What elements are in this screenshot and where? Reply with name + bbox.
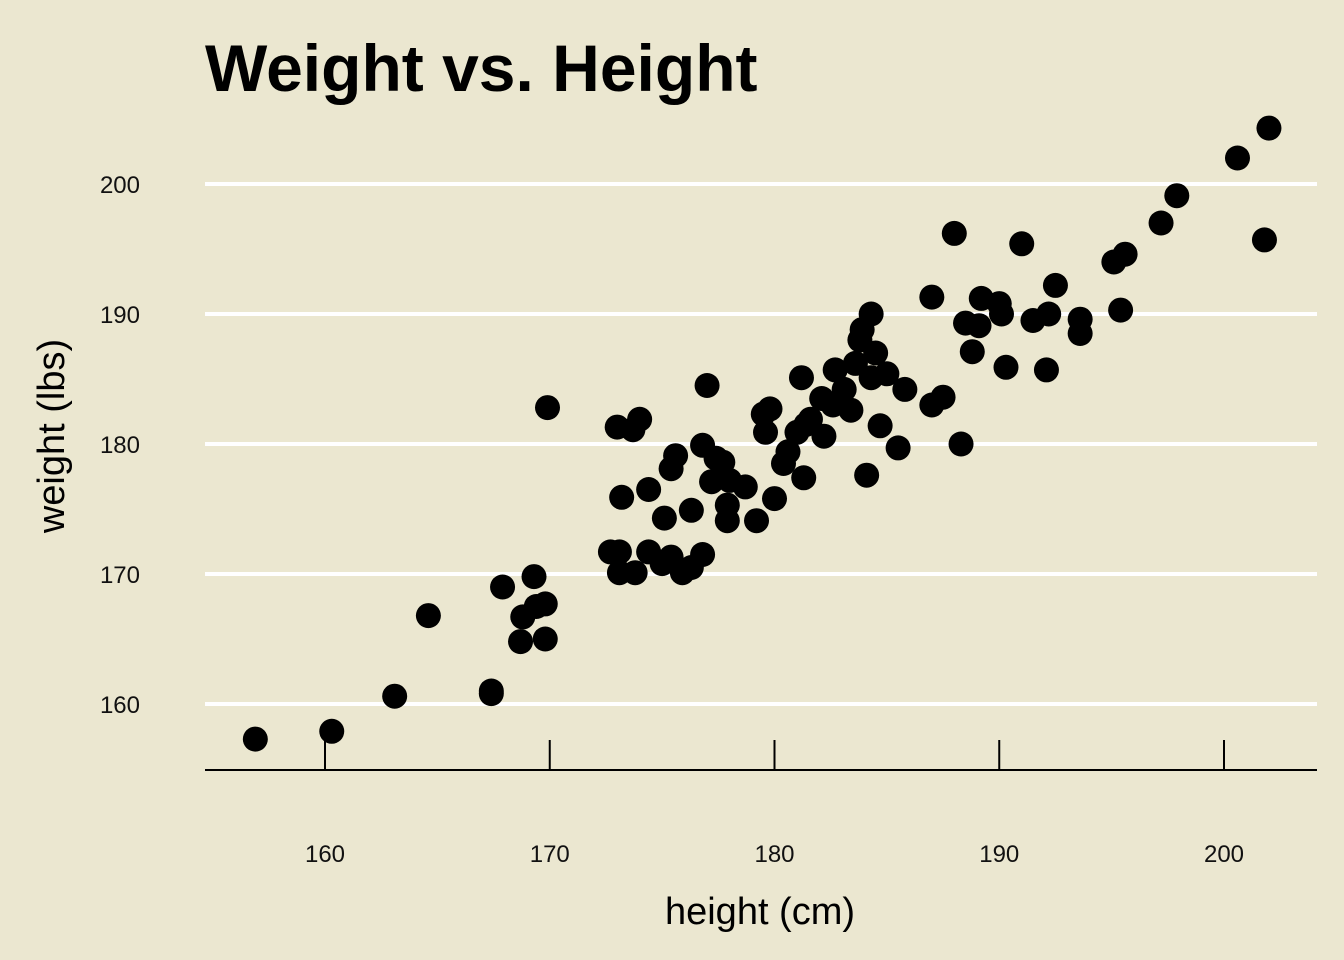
data-point: [1067, 321, 1093, 346]
data-point: [791, 465, 817, 491]
y-tick-label: 170: [100, 562, 140, 589]
data-point: [1251, 227, 1277, 253]
x-tick-label: 180: [754, 841, 794, 868]
x-tick-label: 200: [1204, 841, 1244, 868]
data-point: [1256, 115, 1282, 141]
data-point: [606, 539, 632, 565]
data-point: [993, 354, 1019, 380]
data-point: [797, 406, 823, 432]
data-point: [811, 423, 837, 449]
data-point: [863, 340, 889, 366]
y-axis-title: weight (lbs): [31, 339, 73, 534]
x-axis-title: height (cm): [665, 891, 855, 933]
data-point: [535, 395, 561, 421]
data-point: [831, 376, 857, 402]
data-point: [415, 603, 441, 629]
data-point: [521, 564, 547, 590]
data-point: [874, 361, 900, 387]
y-tick-label: 180: [100, 432, 140, 459]
y-axis: 160 170 180 190 200: [100, 172, 140, 719]
data-point: [732, 474, 758, 500]
data-point: [744, 508, 770, 534]
data-point: [1009, 231, 1035, 257]
data-points: [242, 115, 1282, 752]
x-tick-label: 190: [979, 841, 1019, 868]
data-point: [959, 339, 985, 365]
data-point: [941, 220, 967, 246]
y-tick-label: 160: [100, 692, 140, 719]
data-point: [532, 591, 558, 617]
data-point: [242, 726, 268, 752]
data-point: [1224, 145, 1250, 171]
data-point: [627, 406, 653, 432]
data-point: [1108, 297, 1134, 323]
x-tick-label: 160: [305, 841, 345, 868]
data-point: [1036, 301, 1062, 327]
data-point: [1033, 357, 1059, 383]
data-point: [690, 542, 716, 567]
data-point: [382, 683, 408, 709]
data-point: [867, 413, 893, 439]
data-point: [930, 384, 956, 410]
data-point: [663, 443, 689, 469]
data-point: [919, 284, 945, 310]
data-point: [508, 629, 534, 655]
chart-title: Weight vs. Height: [205, 31, 758, 105]
data-point: [1164, 183, 1190, 209]
data-point: [892, 376, 918, 402]
data-point: [609, 484, 635, 510]
data-point: [694, 373, 720, 398]
data-point: [775, 439, 801, 465]
data-point: [636, 477, 662, 502]
data-point: [622, 560, 648, 586]
data-point: [532, 626, 558, 652]
data-point: [854, 462, 880, 488]
data-point: [490, 574, 516, 600]
data-point: [678, 497, 704, 523]
y-tick-label: 200: [100, 172, 140, 199]
data-point: [753, 419, 779, 445]
x-axis: 160 170 180 190 200: [205, 740, 1317, 868]
data-point: [838, 397, 864, 423]
x-tick-label: 170: [530, 841, 570, 868]
data-point: [822, 357, 848, 383]
y-tick-label: 190: [100, 302, 140, 329]
data-point: [478, 678, 504, 704]
data-point: [885, 435, 911, 461]
data-point: [966, 313, 992, 339]
data-point: [699, 469, 725, 495]
data-point: [1148, 210, 1174, 236]
data-point: [714, 508, 740, 534]
data-point: [1112, 241, 1138, 267]
data-point: [762, 486, 787, 512]
data-point: [948, 431, 974, 457]
data-point: [651, 505, 677, 531]
data-point: [858, 301, 884, 327]
data-point: [319, 718, 345, 744]
data-point: [1042, 272, 1068, 298]
data-point: [988, 301, 1014, 327]
data-point: [757, 396, 783, 422]
data-point: [788, 365, 814, 391]
